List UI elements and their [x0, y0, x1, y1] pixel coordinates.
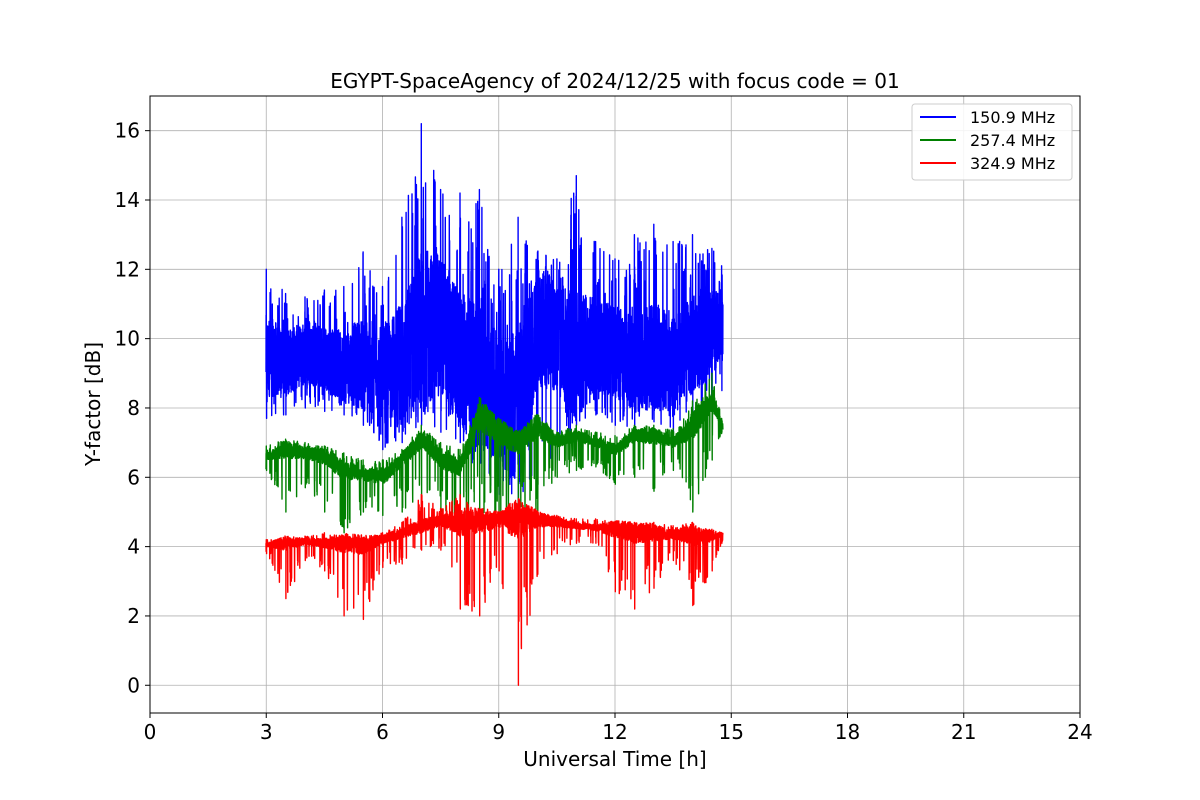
y-tick-label: 2: [127, 604, 140, 628]
series-line: [265, 123, 724, 513]
x-tick-label: 21: [951, 720, 976, 744]
legend-box: [911, 103, 1073, 181]
y-tick-label: 10: [115, 327, 140, 351]
y-axis-ticks: 0 2 4 6 8 10 12 14 16: [115, 119, 150, 697]
x-tick-label: 24: [1067, 720, 1092, 744]
y-axis-label: Y-factor [dB]: [81, 342, 105, 467]
x-axis-label: Universal Time [h]: [523, 747, 706, 771]
legend-entry: 257.4 MHz: [920, 131, 1055, 150]
legend-label: 257.4 MHz: [970, 131, 1055, 150]
series-line: [265, 372, 724, 534]
x-tick-label: 0: [144, 720, 157, 744]
x-tick-label: 3: [260, 720, 273, 744]
legend-label: 324.9 MHz: [970, 154, 1055, 173]
y-tick-label: 4: [127, 535, 140, 559]
legend-entry: 324.9 MHz: [920, 154, 1055, 173]
series-line: [265, 493, 724, 686]
legend: 150.9 MHz 257.4 MHz 324.9 MHz: [911, 103, 1073, 181]
y-tick-label: 16: [115, 119, 140, 143]
y-tick-label: 12: [115, 257, 140, 281]
y-tick-label: 0: [127, 673, 140, 697]
x-tick-label: 12: [602, 720, 627, 744]
x-tick-label: 15: [719, 720, 744, 744]
x-axis-ticks: 0 3 6 9 12 15 18 21 24: [144, 713, 1093, 744]
y-tick-label: 6: [127, 465, 140, 489]
series-lines: [265, 123, 724, 686]
x-tick-label: 6: [376, 720, 389, 744]
y-tick-label: 8: [127, 396, 140, 420]
legend-label: 150.9 MHz: [970, 108, 1055, 127]
y-tick-label: 14: [115, 188, 140, 212]
chart-title: EGYPT-SpaceAgency of 2024/12/25 with foc…: [330, 69, 899, 93]
x-tick-label: 9: [492, 720, 505, 744]
x-tick-label: 18: [835, 720, 860, 744]
legend-entry: 150.9 MHz: [920, 108, 1055, 127]
